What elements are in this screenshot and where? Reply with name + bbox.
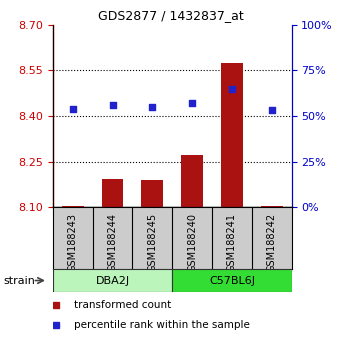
Text: strain: strain [3, 275, 35, 286]
Text: GSM188241: GSM188241 [227, 213, 237, 272]
Text: GDS2877 / 1432837_at: GDS2877 / 1432837_at [98, 9, 243, 22]
Bar [142, 180, 163, 207]
Text: GSM188240: GSM188240 [187, 213, 197, 272]
Point [189, 100, 195, 106]
Point [70, 106, 75, 112]
Bar [261, 206, 283, 207]
Bar [62, 206, 84, 207]
Text: DBA2J: DBA2J [95, 275, 130, 286]
Point [110, 102, 115, 108]
Text: GSM188242: GSM188242 [267, 213, 277, 273]
Text: GSM188245: GSM188245 [147, 213, 157, 273]
Text: C57BL6J: C57BL6J [209, 275, 255, 286]
Text: transformed count: transformed count [74, 300, 172, 310]
Point [229, 86, 235, 91]
Point [150, 104, 155, 110]
Bar [102, 179, 123, 207]
Bar [181, 155, 203, 207]
Bar [221, 63, 243, 207]
Text: GSM188244: GSM188244 [107, 213, 118, 272]
Text: percentile rank within the sample: percentile rank within the sample [74, 320, 250, 330]
Bar [53, 269, 172, 292]
Text: GSM188243: GSM188243 [68, 213, 78, 272]
Point [269, 108, 275, 113]
Bar [172, 269, 292, 292]
